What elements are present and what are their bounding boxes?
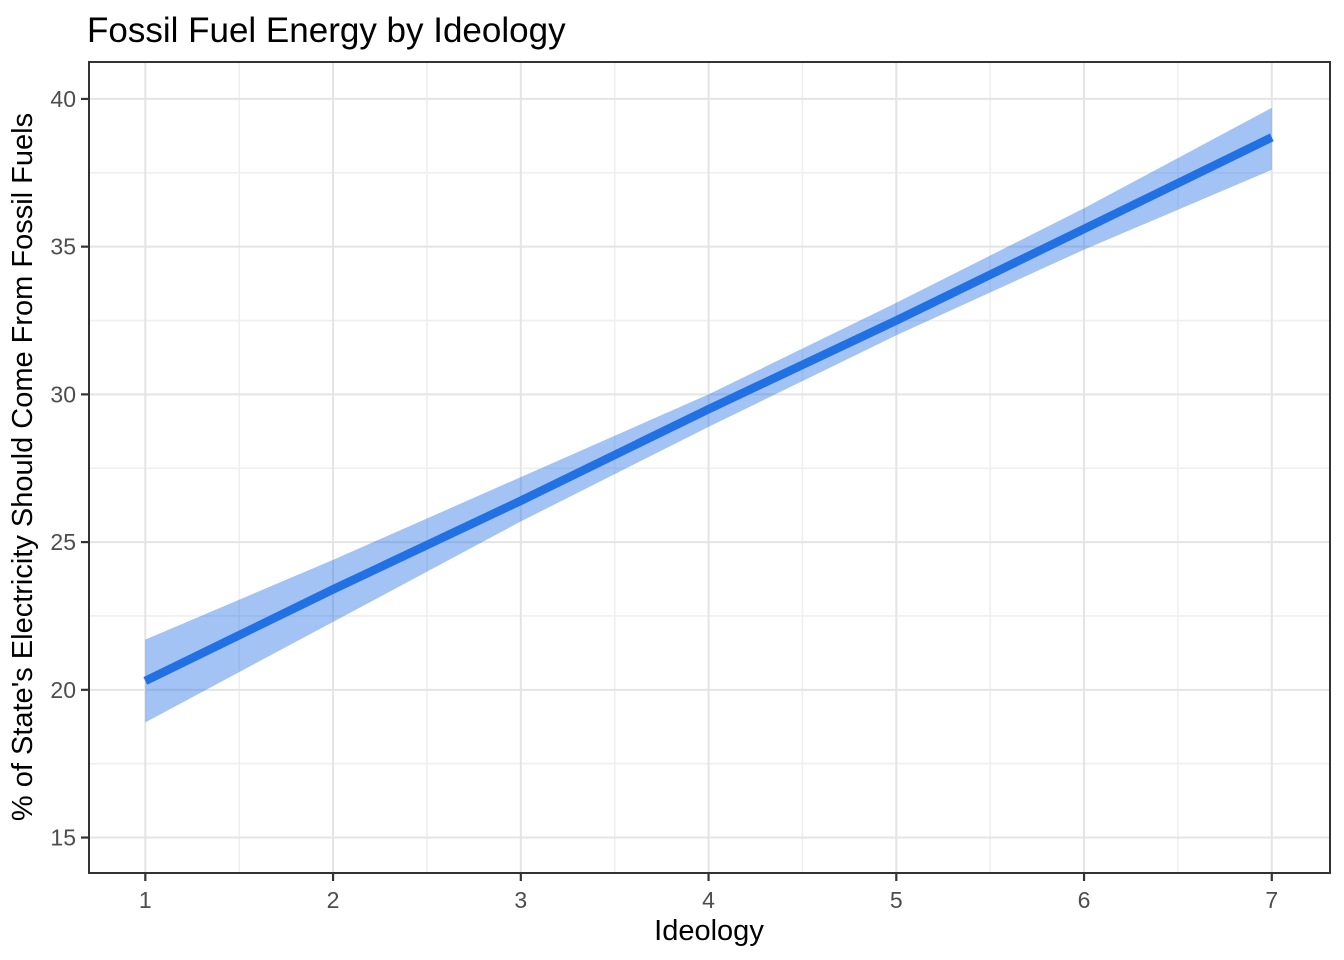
y-tick-label: 20 bbox=[50, 677, 76, 703]
gridlines-major bbox=[89, 62, 1330, 873]
x-tick-label: 4 bbox=[702, 887, 715, 913]
x-tick-label: 6 bbox=[1078, 887, 1091, 913]
y-tick-label: 30 bbox=[50, 381, 76, 407]
y-axis-title: % of State's Electricity Should Come Fro… bbox=[7, 113, 39, 821]
axis-tick-marks bbox=[81, 97, 1273, 881]
confidence-ribbon bbox=[145, 107, 1272, 723]
y-tick-label: 15 bbox=[50, 825, 76, 851]
x-tick-label: 2 bbox=[327, 887, 340, 913]
x-tick-label: 1 bbox=[139, 887, 152, 913]
x-tick-label: 3 bbox=[514, 887, 527, 913]
confidence-ribbon-layer bbox=[145, 107, 1272, 723]
y-tick-label: 25 bbox=[50, 529, 76, 555]
x-axis-title: Ideology bbox=[654, 915, 764, 947]
regression-line bbox=[143, 133, 1274, 685]
x-tick-label: 7 bbox=[1265, 887, 1278, 913]
axis-tick-labels: 1 2 3 4 5 6 7 15 20 25 30 35 40 bbox=[50, 86, 1278, 913]
y-tick-label: 35 bbox=[50, 234, 76, 260]
y-tick-label: 40 bbox=[50, 86, 76, 112]
regression-line-layer bbox=[143, 133, 1274, 685]
chart-title: Fossil Fuel Energy by Ideology bbox=[87, 11, 566, 50]
x-tick-label: 5 bbox=[890, 887, 903, 913]
